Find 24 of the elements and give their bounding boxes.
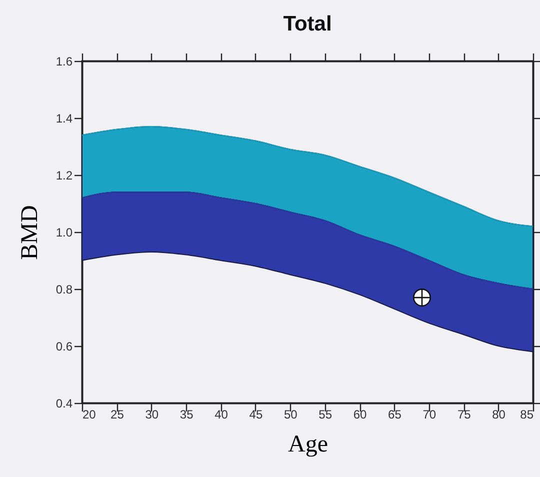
x-tick-label: 25 [110,408,124,422]
x-tick-label: 45 [249,408,263,422]
x-tick-label: 85 [520,408,534,422]
y-tick-label: 1.2 [56,168,73,182]
y-tick-label: 1.0 [56,226,73,240]
y-tick-label: 0.4 [56,396,73,410]
y-tick-label: 0.8 [56,282,73,296]
y-tick-label: 1.4 [56,112,73,126]
y-axis-title: BMD [16,205,43,260]
y-tick-label: 1.6 [56,54,73,68]
y-tick-label: 0.6 [56,340,73,354]
x-tick-label: 50 [284,408,298,422]
x-tick-label: 55 [318,408,332,422]
x-tick-label: 30 [145,408,159,422]
x-axis-title: Age [288,432,328,458]
x-tick-label: 70 [422,408,436,422]
x-tick-label: 20 [82,408,96,422]
x-tick-label: 40 [214,408,228,422]
x-tick-label: 80 [492,408,506,422]
x-tick-label: 75 [457,408,472,422]
chart-title: Total [283,12,332,36]
x-tick-label: 60 [353,408,368,422]
x-tick-label: 35 [180,408,194,422]
x-tick-label: 65 [388,408,402,422]
